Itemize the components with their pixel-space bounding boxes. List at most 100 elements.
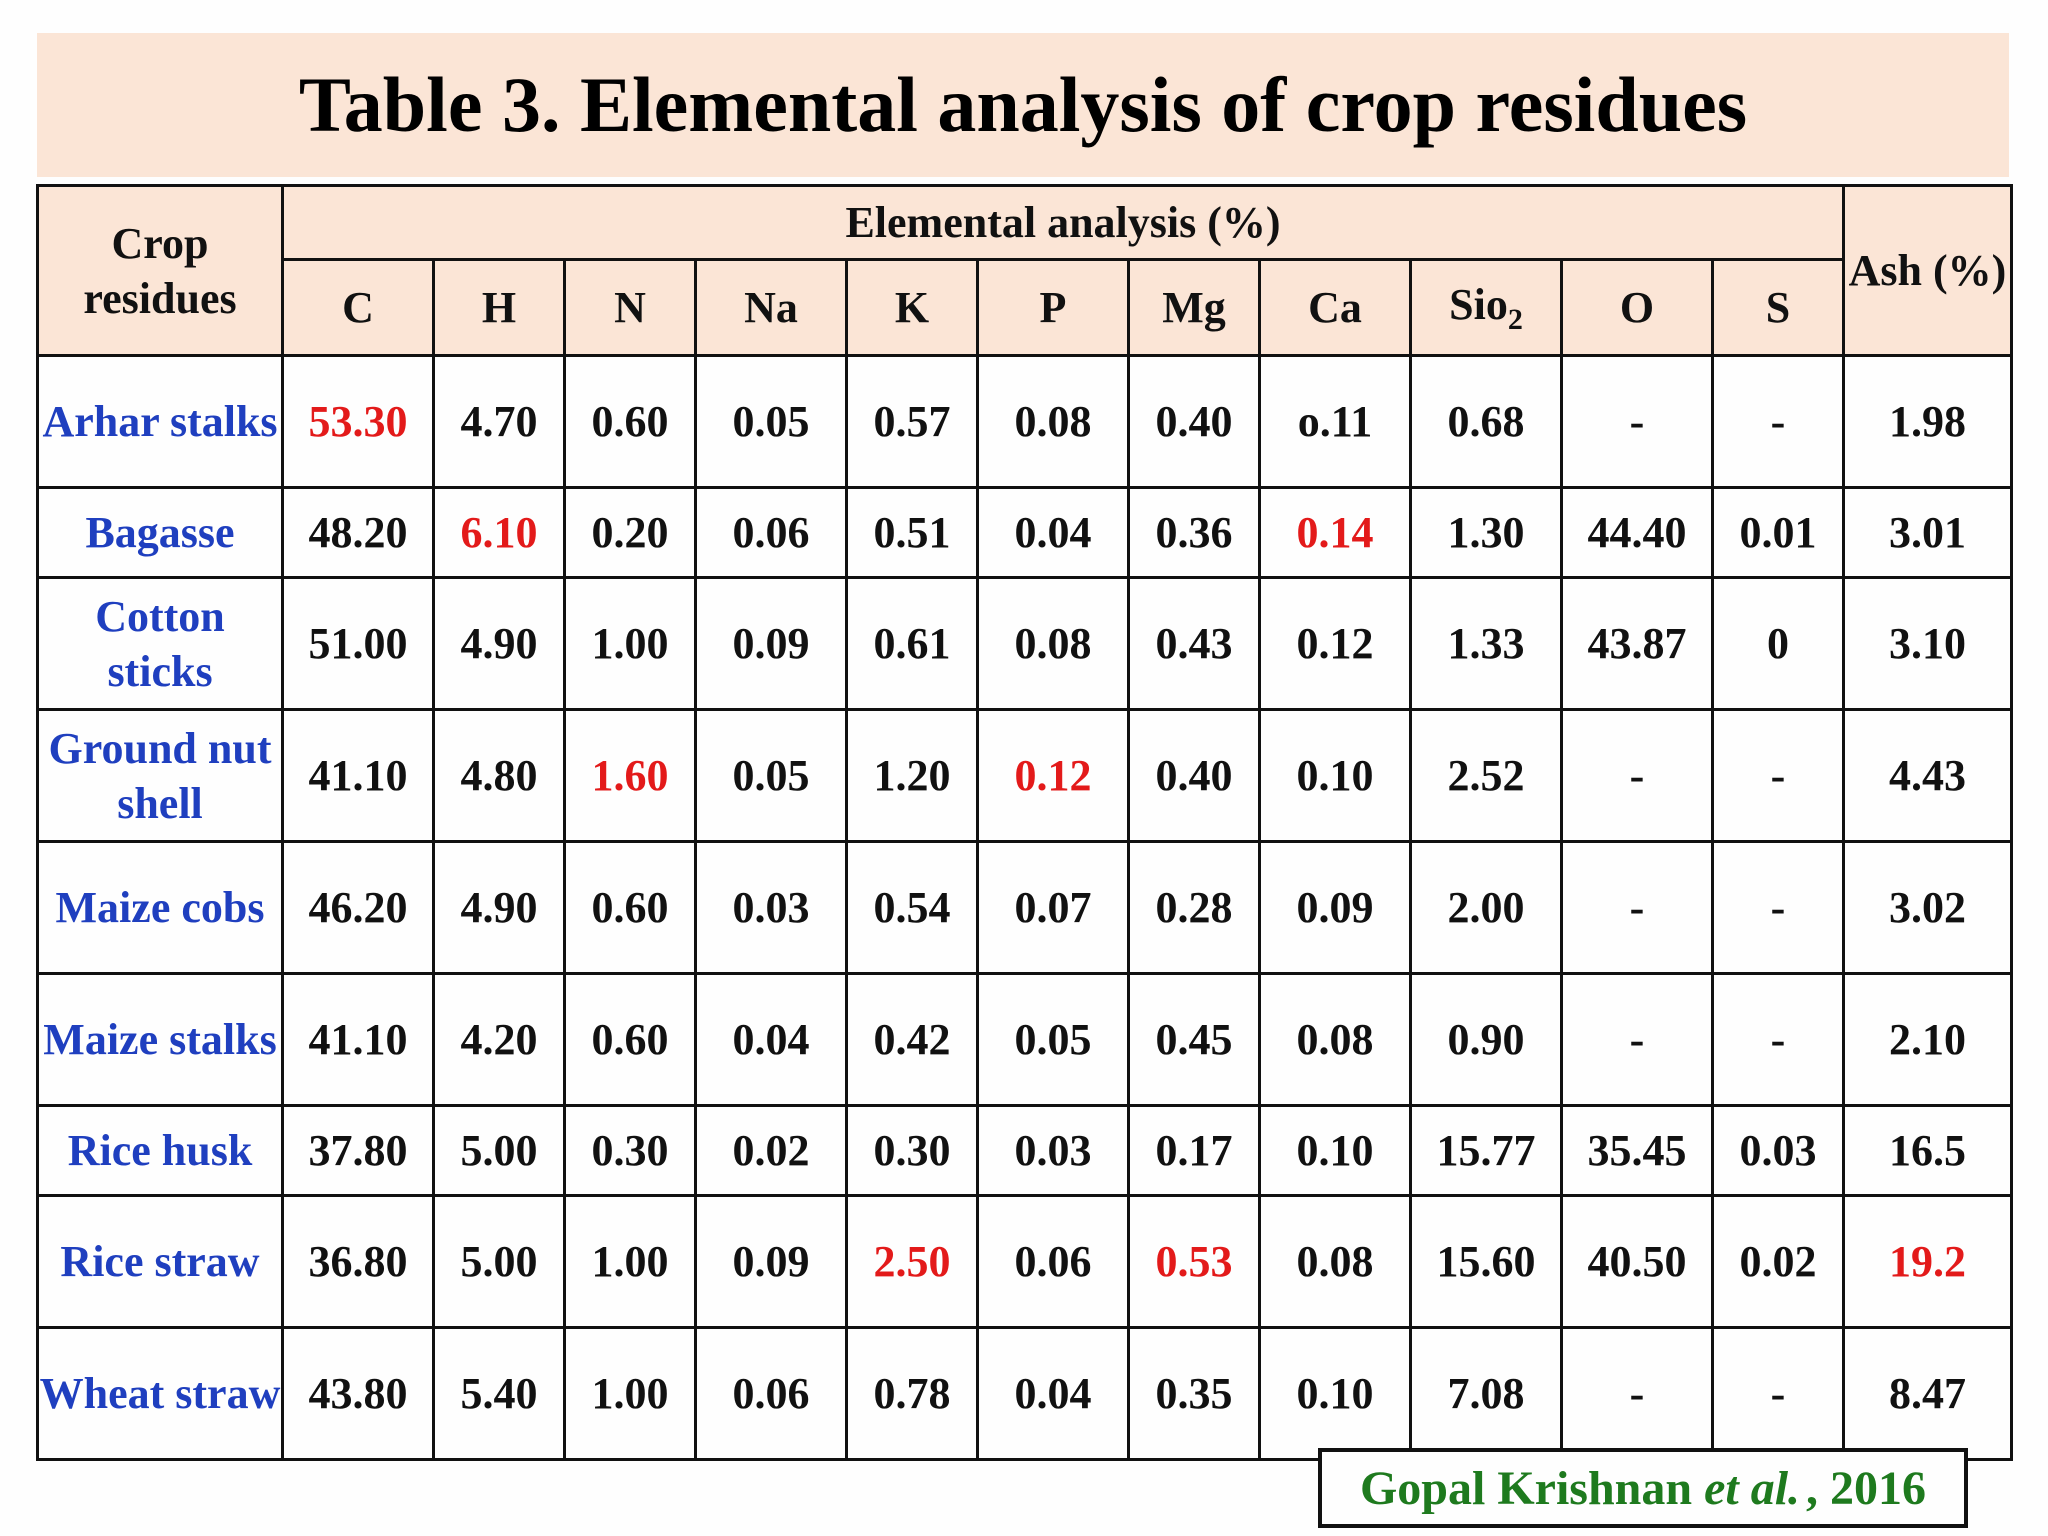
value-cell: 48.20 — [281, 486, 435, 579]
value-cell: 0 — [1711, 576, 1845, 711]
value-cell: 4.20 — [432, 972, 566, 1107]
value-cell: 0.05 — [976, 972, 1130, 1107]
value-cell: - — [1711, 354, 1845, 489]
crop-name-cell: Maize stalks — [36, 972, 284, 1107]
value-cell: - — [1711, 708, 1845, 843]
value-cell: 0.54 — [845, 840, 979, 975]
crop-name-cell: Ground nut shell — [36, 708, 284, 843]
crop-name-cell: Bagasse — [36, 486, 284, 579]
ash-cell: 19.2 — [1842, 1194, 2013, 1329]
value-cell: 0.30 — [563, 1104, 697, 1197]
value-cell: 0.06 — [694, 486, 848, 579]
value-cell: 4.90 — [432, 840, 566, 975]
value-cell: 0.05 — [694, 354, 848, 489]
value-cell: 44.40 — [1560, 486, 1714, 579]
ash-header: Ash (%) — [1842, 184, 2013, 357]
crop-name-cell: Cotton sticks — [36, 576, 284, 711]
value-cell: 5.40 — [432, 1326, 566, 1461]
value-cell: 0.03 — [694, 840, 848, 975]
value-cell: 1.60 — [563, 708, 697, 843]
value-cell: 0.14 — [1258, 486, 1412, 579]
value-cell: 0.03 — [976, 1104, 1130, 1197]
value-cell: 5.00 — [432, 1194, 566, 1329]
value-cell: 0.40 — [1127, 708, 1261, 843]
value-cell: 6.10 — [432, 486, 566, 579]
value-cell: 0.01 — [1711, 486, 1845, 579]
table-row: Bagasse 48.20 6.10 0.20 0.06 0.51 0.04 0.36 0.14… — [36, 486, 2013, 579]
value-cell: 4.90 — [432, 576, 566, 711]
value-cell: - — [1560, 972, 1714, 1107]
element-header-h: H — [432, 258, 566, 357]
crop-name-cell: Rice straw — [36, 1194, 284, 1329]
value-cell: 0.06 — [694, 1326, 848, 1461]
value-cell: 0.02 — [694, 1104, 848, 1197]
value-cell: 2.52 — [1409, 708, 1563, 843]
value-cell: 1.33 — [1409, 576, 1563, 711]
value-cell: 0.78 — [845, 1326, 979, 1461]
value-cell: 0.60 — [563, 972, 697, 1107]
ash-cell: 3.10 — [1842, 576, 2013, 711]
value-cell: 0.12 — [976, 708, 1130, 843]
element-header-n: N — [563, 258, 697, 357]
value-cell: 0.61 — [845, 576, 979, 711]
table-row: Ground nut shell 41.10 4.80 1.60 0.05 1.20 0.1… — [36, 708, 2013, 843]
value-cell: 41.10 — [281, 708, 435, 843]
value-cell: 41.10 — [281, 972, 435, 1107]
value-cell: 1.00 — [563, 1326, 697, 1461]
element-header-c: C — [281, 258, 435, 357]
table-row: Rice husk 37.80 5.00 0.30 0.02 0.30 0.03 0.17 0.… — [36, 1104, 2013, 1197]
value-cell: - — [1560, 354, 1714, 489]
value-cell: 4.80 — [432, 708, 566, 843]
value-cell: - — [1560, 840, 1714, 975]
value-cell: - — [1711, 840, 1845, 975]
value-cell: 0.08 — [1258, 972, 1412, 1107]
ash-cell: 3.02 — [1842, 840, 2013, 975]
value-cell: 0.42 — [845, 972, 979, 1107]
element-header-s: S — [1711, 258, 1845, 357]
value-cell: 1.00 — [563, 1194, 697, 1329]
table-row: Cotton sticks 51.00 4.90 1.00 0.09 0.61 0.08 0.… — [36, 576, 2013, 711]
value-cell: - — [1560, 1326, 1714, 1461]
value-cell: 0.57 — [845, 354, 979, 489]
ash-cell: 8.47 — [1842, 1326, 2013, 1461]
value-cell: 0.05 — [694, 708, 848, 843]
value-cell: 0.28 — [1127, 840, 1261, 975]
value-cell: 0.04 — [976, 1326, 1130, 1461]
value-cell: 36.80 — [281, 1194, 435, 1329]
citation-etal: et al. — [1704, 1461, 1801, 1515]
value-cell: 53.30 — [281, 354, 435, 489]
value-cell: 37.80 — [281, 1104, 435, 1197]
citation-author: Gopal Krishnan — [1359, 1461, 1693, 1515]
value-cell: 43.87 — [1560, 576, 1714, 711]
value-cell: 0.10 — [1258, 1104, 1412, 1197]
value-cell: 0.03 — [1711, 1104, 1845, 1197]
elemental-analysis-group-header: Elemental analysis (%) — [281, 184, 1845, 261]
value-cell: 0.36 — [1127, 486, 1261, 579]
value-cell: - — [1711, 1326, 1845, 1461]
value-cell: 7.08 — [1409, 1326, 1563, 1461]
element-header-sio2: Sio2 — [1409, 258, 1563, 357]
value-cell: 0.60 — [563, 840, 697, 975]
crop-name-cell: Arhar stalks — [36, 354, 284, 489]
value-cell: 0.51 — [845, 486, 979, 579]
value-cell: 1.30 — [1409, 486, 1563, 579]
value-cell: 0.68 — [1409, 354, 1563, 489]
table-row: Maize cobs 46.20 4.90 0.60 0.03 0.54 0.07 0.28 0… — [36, 840, 2013, 975]
value-cell: 0.90 — [1409, 972, 1563, 1107]
value-cell: 2.50 — [845, 1194, 979, 1329]
value-cell: 0.07 — [976, 840, 1130, 975]
value-cell: 0.40 — [1127, 354, 1261, 489]
value-cell: 40.50 — [1560, 1194, 1714, 1329]
value-cell: 43.80 — [281, 1326, 435, 1461]
value-cell: 0.10 — [1258, 708, 1412, 843]
ash-cell: 3.01 — [1842, 486, 2013, 579]
crop-residues-header: Crop residues — [36, 184, 284, 357]
value-cell: 0.30 — [845, 1104, 979, 1197]
value-cell: 0.09 — [694, 576, 848, 711]
citation-box: Gopal Krishnan et al. , 2016 — [1318, 1448, 1968, 1528]
element-header-k: K — [845, 258, 979, 357]
value-cell: - — [1560, 708, 1714, 843]
value-cell: 0.60 — [563, 354, 697, 489]
ash-cell: 4.43 — [1842, 708, 2013, 843]
citation-year: , 2016 — [1806, 1461, 1927, 1515]
